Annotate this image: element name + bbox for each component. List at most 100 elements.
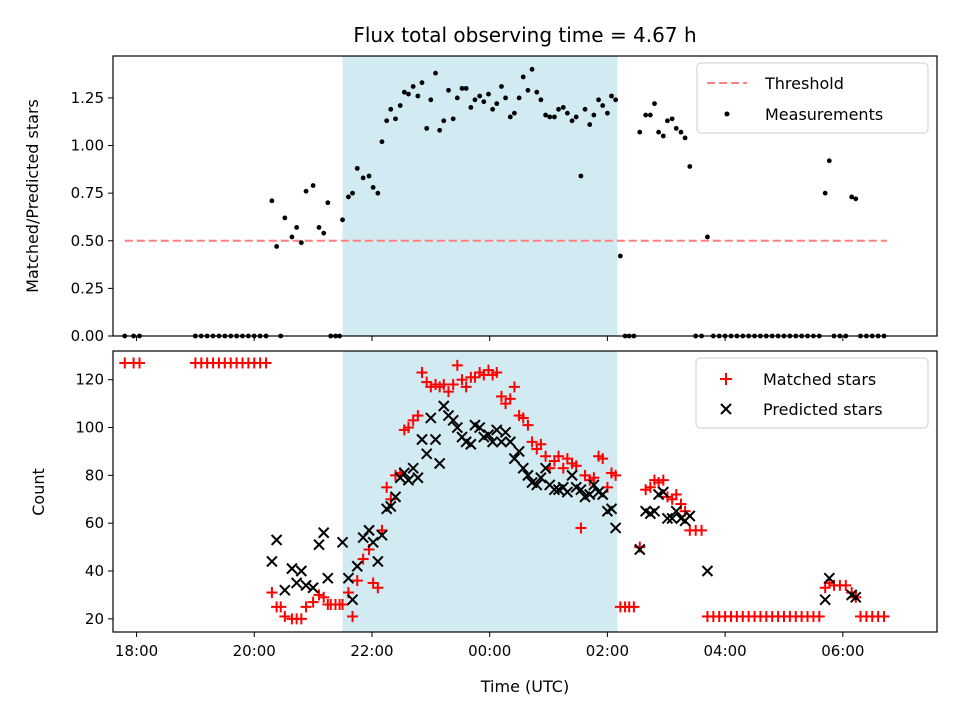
measurement-point	[609, 93, 614, 99]
matched-star-point	[300, 601, 312, 613]
matched-star-point	[644, 481, 656, 493]
predicted-star-point	[402, 474, 415, 486]
matched-star-point	[500, 398, 512, 410]
matched-star-point	[381, 481, 393, 493]
measurement-point	[468, 105, 474, 110]
measurement-point	[437, 127, 443, 133]
predicted-star-point	[367, 536, 379, 549]
measurement-point	[560, 105, 566, 110]
bottom-y-tick-label: 40	[85, 562, 104, 580]
matched-star-point	[266, 587, 278, 599]
matched-star-point	[295, 613, 307, 625]
matched-star-point	[570, 460, 582, 472]
predicted-star-point	[513, 445, 525, 458]
matched-star-point	[367, 577, 379, 589]
measurement-point	[826, 158, 832, 164]
predicted-star-point	[407, 462, 419, 474]
matched-star-point	[561, 453, 573, 465]
bottom-axes-frame	[112, 350, 938, 633]
predicted-star-point	[376, 529, 388, 541]
predicted-star-point	[313, 539, 325, 551]
top-y-tick-label: 0.50	[71, 232, 104, 250]
measurement-point	[582, 106, 588, 112]
x-tick-label: 02:00	[586, 642, 629, 660]
predicted-star-point	[657, 486, 670, 498]
matched-star-point	[522, 419, 534, 431]
measurement-point	[321, 230, 327, 236]
matched-star-point	[597, 453, 609, 465]
measurement-point	[401, 89, 407, 95]
measurement-point	[534, 89, 540, 95]
bottom-y-tick-label: 20	[85, 610, 104, 628]
legend-predicted-swatch	[720, 403, 732, 415]
predicted-star-point	[372, 555, 384, 568]
measurement-point	[494, 101, 500, 107]
predicted-star-point	[823, 572, 835, 584]
predicted-star-point	[491, 424, 503, 436]
matched-star-point	[657, 474, 669, 486]
measurement-point	[529, 66, 535, 72]
top-y-tick-label: 1.25	[71, 89, 104, 107]
bottom-y-tick-label: 120	[75, 371, 104, 389]
predicted-star-point	[318, 527, 330, 539]
predicted-star-point	[508, 452, 521, 465]
measurement-point	[282, 215, 288, 221]
x-tick-label: 22:00	[350, 642, 393, 660]
predicted-star-point	[295, 565, 308, 577]
measurement-point	[477, 93, 483, 99]
matched-star-point	[412, 410, 424, 422]
measurement-point	[340, 217, 345, 223]
matched-star-point	[307, 596, 319, 608]
predicted-star-point	[684, 510, 696, 522]
top-y-tick-label: 1.00	[71, 137, 104, 155]
measurement-point	[552, 114, 557, 120]
measurement-point	[652, 101, 657, 107]
top-axes-frame	[112, 55, 938, 337]
legend-measurements-label: Measurements	[765, 105, 883, 124]
predicted-star-point	[522, 469, 534, 482]
matched-star-point	[653, 477, 665, 489]
measurement-point	[269, 198, 275, 204]
predicted-star-point	[346, 594, 359, 606]
measurement-point	[406, 91, 411, 97]
predicted-star-point	[336, 536, 349, 549]
x-tick-label: 18:00	[115, 642, 158, 660]
measurement-point	[600, 103, 606, 108]
x-tick-label: 00:00	[468, 642, 511, 660]
bottom-panel: 20 40 60 80 100 120 18:00 20:00 22:00 00:00 02:00…	[29, 350, 938, 696]
matched-star-point	[402, 422, 414, 434]
predicted-star-point	[389, 491, 402, 503]
top-y-ticks: 0.00 0.25 0.50 0.75 1.00 1.25	[71, 89, 113, 345]
predicted-star-point	[438, 400, 450, 412]
matched-star-point	[575, 522, 587, 534]
measurement-point	[415, 93, 421, 99]
measurement-point	[665, 118, 670, 124]
matched-star-point	[610, 469, 622, 481]
x-axis-label: Time (UTC)	[480, 677, 569, 696]
predicted-star-point	[504, 436, 516, 448]
measurement-point	[556, 106, 561, 112]
predicted-star-point	[548, 483, 561, 496]
matched-star-point	[640, 484, 652, 496]
measurement-point	[370, 185, 376, 190]
predicted-star-point	[648, 505, 661, 517]
measurement-point	[419, 80, 425, 86]
measurement-point	[384, 118, 390, 124]
matched-star-point	[313, 589, 325, 601]
predicted-star-point	[561, 486, 574, 498]
predicted-star-point	[584, 488, 596, 501]
matched-star-point	[416, 367, 428, 379]
measurement-point	[310, 183, 316, 188]
legend-threshold-label: Threshold	[764, 74, 844, 93]
top-y-tick-label: 0.75	[71, 184, 104, 202]
predicted-star-point	[486, 436, 499, 448]
predicted-star-point	[300, 579, 312, 592]
measurement-point	[454, 95, 460, 101]
measurement-point	[678, 129, 684, 135]
predicted-star-point	[398, 467, 411, 479]
measurement-point	[591, 112, 597, 118]
measurement-point	[605, 110, 610, 116]
measurement-point	[849, 194, 855, 200]
matched-star-point	[628, 601, 640, 613]
measurement-point	[578, 173, 584, 179]
